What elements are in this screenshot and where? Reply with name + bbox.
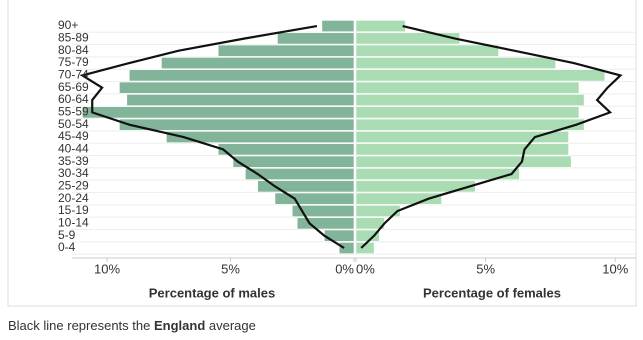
bar bbox=[119, 81, 355, 94]
x-tick-label: 5% bbox=[221, 261, 240, 276]
note-bold: England bbox=[153, 318, 206, 333]
bar bbox=[355, 118, 585, 131]
footnote: Black line represents the England averag… bbox=[8, 318, 256, 333]
y-tick-label: 0-4 bbox=[58, 240, 76, 254]
bar bbox=[355, 106, 580, 119]
y-tick-label: 20-24 bbox=[58, 191, 89, 205]
bar bbox=[355, 32, 461, 45]
y-tick-label: 40-44 bbox=[58, 142, 89, 156]
y-tick-label: 80-84 bbox=[58, 43, 89, 57]
bar bbox=[355, 242, 375, 254]
x-tick-label: 0% bbox=[335, 261, 354, 276]
x-axis-title: Percentage of males bbox=[149, 285, 275, 300]
bar bbox=[277, 32, 355, 45]
bar bbox=[355, 20, 406, 33]
y-tick-label: 65-69 bbox=[58, 80, 89, 94]
england-line bbox=[360, 24, 623, 249]
x-tick-label: 10% bbox=[94, 261, 120, 276]
bar bbox=[355, 57, 556, 70]
bar bbox=[355, 81, 580, 94]
note-text: Black line represents the bbox=[8, 318, 151, 333]
bar bbox=[82, 106, 355, 119]
y-tick-label: 90+ bbox=[58, 18, 78, 32]
x-tick-label: 10% bbox=[602, 261, 628, 276]
bar bbox=[128, 69, 355, 82]
bar bbox=[355, 229, 380, 242]
y-tick-label: 5-9 bbox=[58, 228, 76, 242]
y-tick-label: 15-19 bbox=[58, 203, 89, 217]
bar bbox=[355, 143, 569, 156]
bar bbox=[232, 155, 355, 168]
bar bbox=[257, 180, 355, 193]
bar bbox=[355, 192, 442, 205]
y-tick-label: 60-64 bbox=[58, 92, 89, 106]
bar bbox=[166, 131, 355, 143]
bar bbox=[355, 94, 585, 107]
x-tick-label: 0% bbox=[356, 261, 375, 276]
england-line bbox=[79, 24, 345, 249]
y-tick-label: 70-74 bbox=[58, 68, 89, 82]
bar bbox=[217, 143, 355, 156]
bar bbox=[355, 69, 606, 82]
bar bbox=[245, 168, 355, 180]
bar bbox=[355, 180, 476, 193]
bar bbox=[355, 168, 520, 180]
note-text: average bbox=[208, 318, 256, 333]
bar bbox=[217, 44, 355, 57]
x-tick-label: 5% bbox=[476, 261, 495, 276]
bar bbox=[321, 20, 355, 33]
bar bbox=[126, 94, 355, 107]
bar bbox=[274, 192, 355, 205]
bar bbox=[355, 155, 572, 168]
bar bbox=[161, 57, 355, 70]
frame bbox=[7, 0, 637, 307]
bar bbox=[355, 44, 499, 57]
bar bbox=[296, 217, 355, 230]
y-tick-label: 30-34 bbox=[58, 166, 89, 180]
y-tick-label: 35-39 bbox=[58, 154, 89, 168]
y-tick-label: 10-14 bbox=[58, 216, 89, 230]
y-tick-label: 45-49 bbox=[58, 129, 89, 143]
x-axis-title: Percentage of females bbox=[423, 285, 561, 300]
chart: Percentage of males Percentage of female… bbox=[7, 0, 637, 307]
bar bbox=[119, 118, 355, 131]
y-tick-label: 85-89 bbox=[58, 31, 89, 45]
bar bbox=[355, 131, 569, 143]
y-tick-label: 75-79 bbox=[58, 55, 89, 69]
y-tick-label: 50-54 bbox=[58, 117, 89, 131]
bar bbox=[291, 205, 355, 217]
y-tick-label: 55-59 bbox=[58, 105, 89, 119]
y-tick-label: 25-29 bbox=[58, 179, 89, 193]
bar bbox=[338, 242, 355, 254]
